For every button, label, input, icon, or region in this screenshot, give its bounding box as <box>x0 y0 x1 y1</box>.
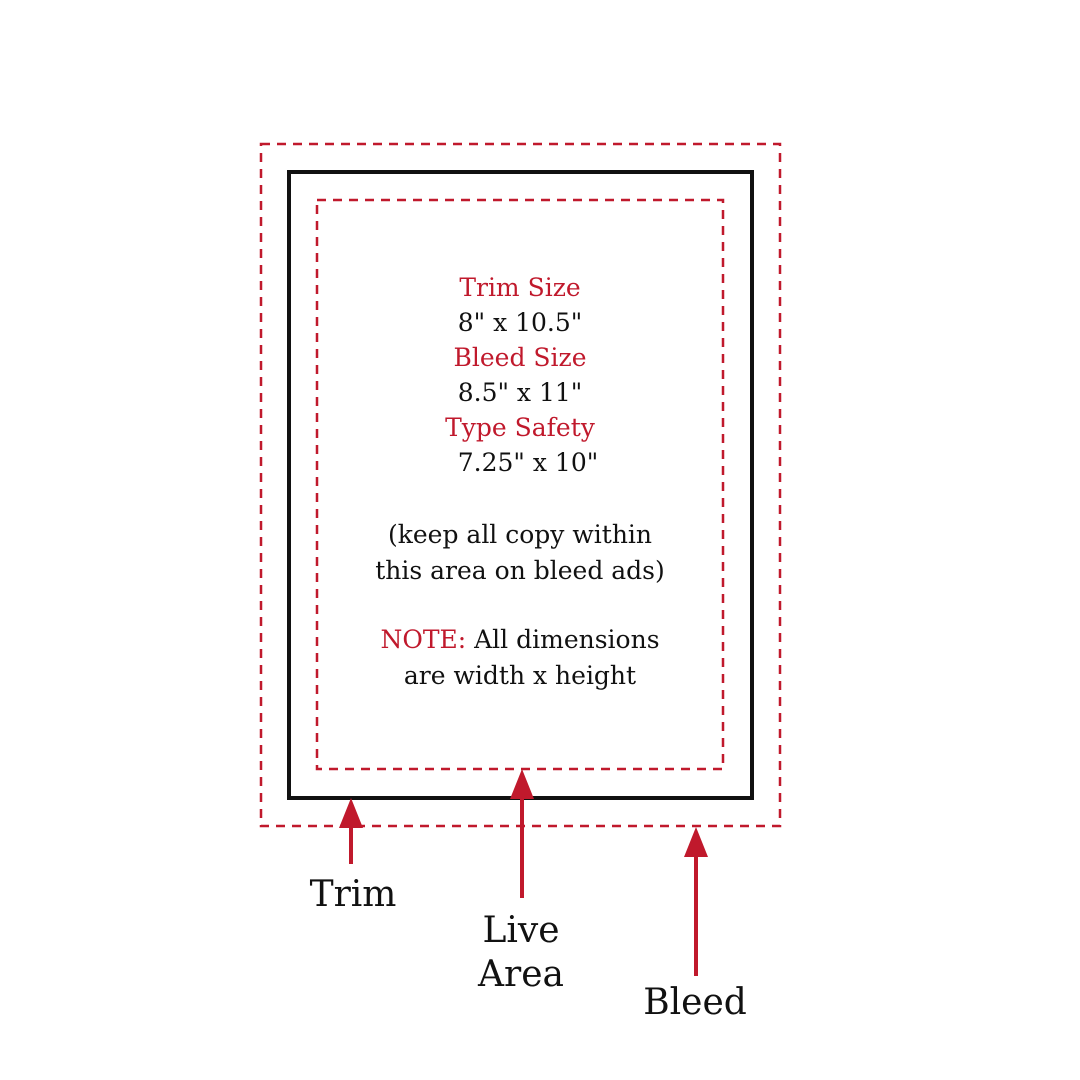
trim-size-value: 8" x 10.5" <box>457 308 583 337</box>
dimension-note-line-2: are width x height <box>403 661 637 690</box>
bleed-boundary <box>259 142 782 828</box>
live-area-callout-line-1: Live <box>482 910 560 951</box>
note-line-1-text: All dimensions <box>466 625 660 654</box>
note-prefix: NOTE: <box>380 625 467 654</box>
bleed-size-value: 8.5" x 11" <box>457 378 583 407</box>
bleed-callout-label: Bleed <box>643 982 747 1023</box>
trim-arrow <box>339 798 363 864</box>
trim-size-label: Trim Size <box>459 273 581 302</box>
live-area-callout-line-2: Area <box>478 954 564 995</box>
live-area-arrow <box>510 769 534 898</box>
bleed-arrow <box>684 827 708 976</box>
copy-note-line-1: (keep all copy within <box>387 520 653 549</box>
live-area-boundary <box>315 198 725 771</box>
trim-boundary <box>287 170 754 800</box>
bleed-size-label: Bleed Size <box>453 343 587 372</box>
dimension-note-line-1: NOTE: All dimensions <box>320 622 720 658</box>
type-safety-label: Type Safety <box>445 413 595 442</box>
type-safety-value: 7.25" x 10" <box>457 448 599 477</box>
trim-callout-label: Trim <box>309 874 397 915</box>
copy-note-line-2: this area on bleed ads) <box>375 556 665 585</box>
